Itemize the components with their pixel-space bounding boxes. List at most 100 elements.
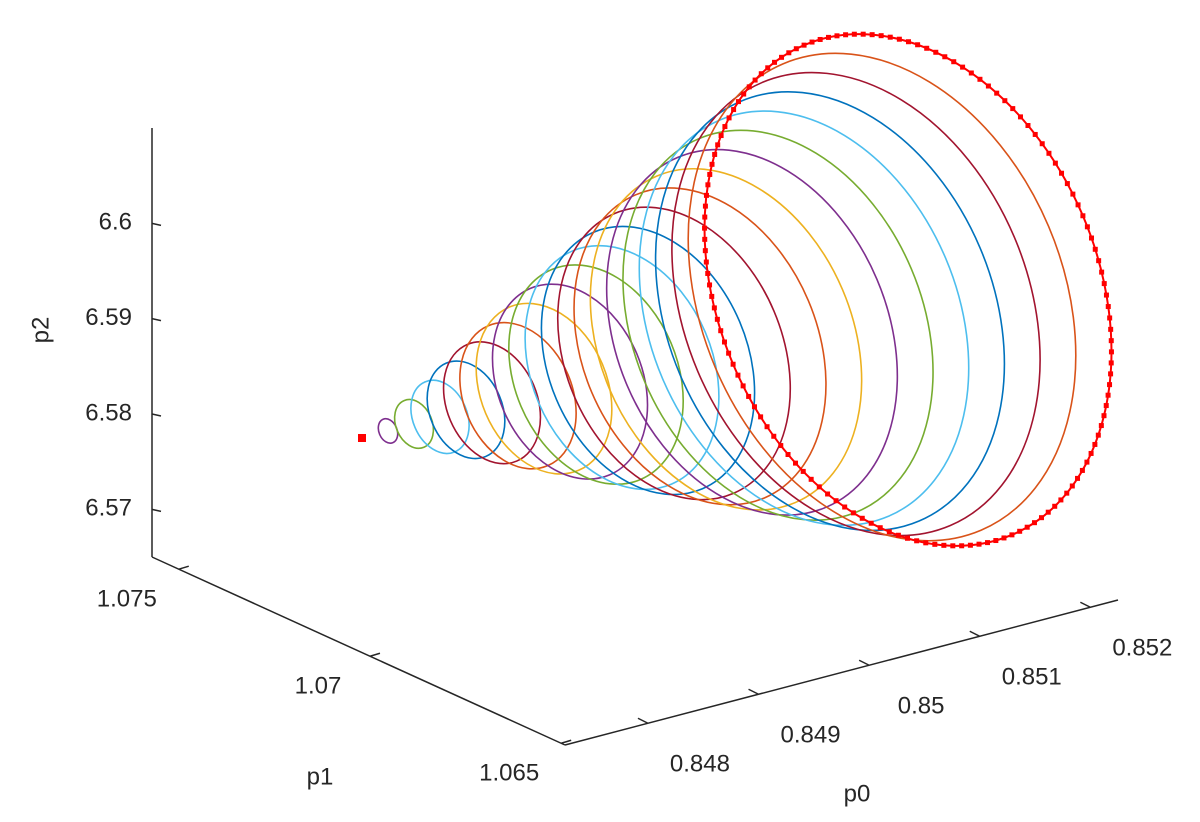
marker [859, 515, 865, 521]
marker [718, 328, 724, 334]
marker [1105, 392, 1111, 398]
marker [758, 414, 764, 420]
marker [1052, 503, 1058, 509]
marker [1009, 532, 1015, 538]
marker [1046, 150, 1052, 156]
marker [1052, 160, 1058, 166]
y-tick [560, 739, 572, 744]
x-tick-label: 0.848 [670, 751, 730, 778]
z-tick-label: 6.59 [85, 304, 132, 331]
marker [1058, 497, 1064, 503]
marker [1095, 432, 1101, 438]
marker [1064, 490, 1070, 496]
marker [915, 42, 921, 48]
y-tick [178, 565, 189, 570]
marker [924, 45, 930, 51]
marker [702, 248, 708, 254]
marker [808, 476, 814, 482]
marker [718, 133, 724, 139]
marker [721, 339, 727, 345]
marker [711, 305, 717, 311]
marker [825, 491, 831, 497]
ellipse-curve [589, 167, 863, 511]
ellipse-curve [556, 206, 792, 501]
marker [1079, 467, 1085, 473]
marker [1001, 535, 1007, 541]
y-tick-label: 1.07 [295, 673, 342, 700]
marker [726, 350, 732, 356]
marker [771, 433, 777, 439]
marker [932, 541, 938, 547]
marker [933, 49, 939, 55]
marker [726, 115, 732, 121]
z-tick-label: 6.6 [99, 209, 132, 236]
marker [968, 70, 974, 76]
marker [730, 361, 736, 367]
marker [1031, 520, 1037, 526]
marker [1024, 524, 1030, 530]
marker [785, 451, 791, 457]
marker [703, 259, 709, 265]
marker [705, 270, 711, 276]
marker [715, 142, 721, 148]
x-axis-label: p0 [844, 780, 871, 807]
y-tick [369, 652, 381, 657]
z-tick [151, 222, 162, 227]
marker [1025, 123, 1031, 129]
ellipse-curve [426, 360, 506, 460]
marker [1096, 258, 1102, 264]
marker [764, 424, 770, 430]
marker [709, 293, 715, 299]
marker [1002, 98, 1008, 104]
ellipse-curve [687, 52, 1077, 542]
x-tick-label: 0.85 [898, 693, 945, 720]
marker [735, 372, 741, 378]
marker [868, 520, 874, 526]
marker [985, 83, 991, 89]
marker [1075, 202, 1081, 208]
marker [702, 236, 708, 242]
z-tick [151, 317, 162, 322]
marker [1017, 114, 1023, 120]
marker [786, 50, 792, 56]
marker [1098, 423, 1104, 429]
marker [886, 529, 892, 535]
x-tick [1080, 601, 1091, 608]
marker [1084, 224, 1090, 230]
y-axis [151, 556, 566, 746]
marker [705, 182, 711, 188]
marker [993, 538, 999, 544]
ellipse-curve [573, 187, 827, 506]
marker [772, 59, 778, 65]
marker [985, 540, 991, 546]
ellipse-curve [491, 283, 649, 480]
z-axis-label: p2 [27, 317, 54, 344]
marker [793, 460, 799, 466]
marker [878, 33, 884, 39]
marker [1064, 181, 1070, 187]
x-axis [564, 599, 1119, 746]
marker [951, 59, 957, 65]
marker [752, 77, 758, 83]
z-tick [151, 508, 162, 513]
marker [833, 498, 839, 504]
marker [942, 54, 948, 60]
marker [1032, 131, 1038, 137]
marker [809, 39, 815, 45]
z-tick-label: 6.57 [85, 495, 132, 522]
marker [703, 192, 709, 198]
marker [746, 393, 752, 399]
ellipse-curve [654, 91, 1006, 532]
x-tick [637, 717, 649, 724]
outer-ellipse [703, 33, 1113, 547]
marker [758, 71, 764, 77]
marker [1107, 382, 1113, 388]
marker [1080, 213, 1086, 219]
marker [976, 541, 982, 547]
marker [1070, 191, 1076, 197]
marker [707, 282, 713, 288]
z-tick [151, 413, 162, 417]
marker [741, 91, 747, 97]
